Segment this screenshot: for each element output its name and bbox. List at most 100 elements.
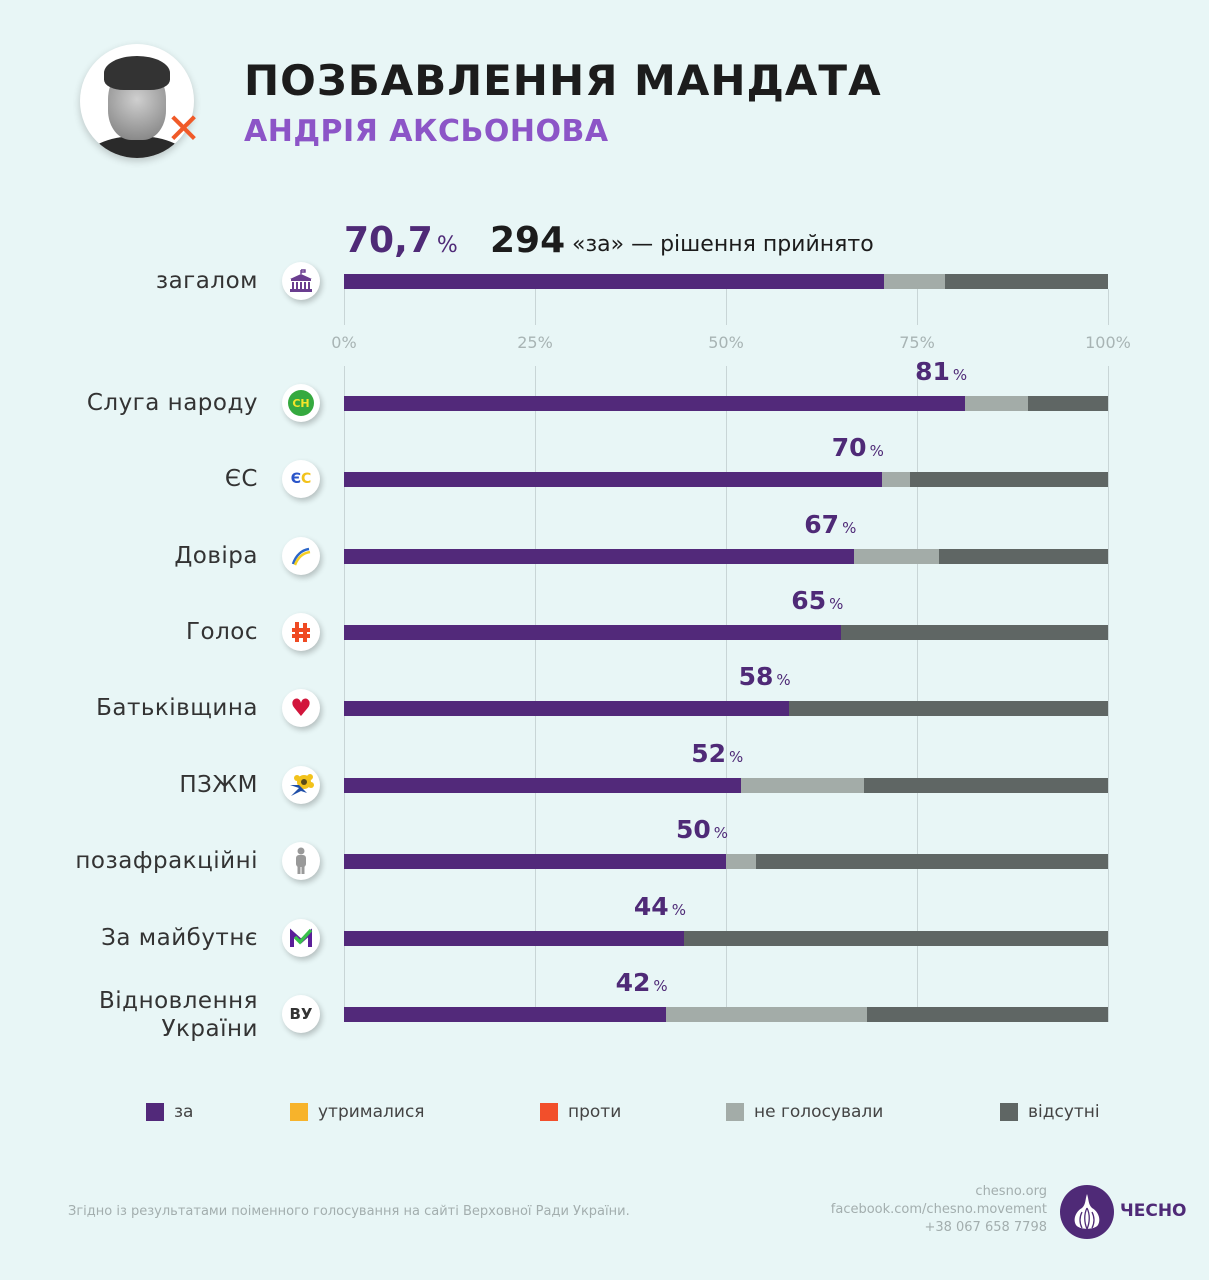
- gridline: [726, 366, 727, 1022]
- person-icon: [282, 842, 320, 880]
- bar-segment-za: [344, 274, 885, 289]
- legend-swatch: [1000, 1103, 1018, 1121]
- summary-percent: 70,7%: [344, 220, 458, 261]
- row-label-line: Відновлення: [99, 988, 258, 1014]
- summary-text: «за» — рішення прийнято: [572, 232, 874, 257]
- value-label: 44%: [634, 892, 686, 921]
- bar-segment-ne_holosuvaly: [741, 778, 865, 793]
- value-label-number: 58: [738, 662, 774, 691]
- dovira-logo-glyph: [291, 547, 311, 566]
- cross-icon: ✕: [166, 104, 202, 153]
- legend-item-proty: проти: [540, 1102, 621, 1122]
- row-label: Довіра: [174, 543, 258, 569]
- legend-item-ne_holosuvaly: не голосували: [726, 1102, 883, 1122]
- bar-segment-vidsutni: [910, 472, 1108, 487]
- legend-swatch: [726, 1103, 744, 1121]
- value-label-number: 44: [633, 892, 669, 921]
- legend-label: відсутні: [1028, 1102, 1100, 1122]
- gridline: [917, 366, 918, 1022]
- stacked-bar: [344, 931, 1108, 946]
- legend-swatch: [290, 1103, 308, 1121]
- bar-segment-vidsutni: [683, 931, 1108, 946]
- value-label-unit: %: [729, 748, 744, 766]
- bar-segment-za: [344, 625, 842, 640]
- value-label: 67%: [804, 510, 856, 539]
- sluha-narodu-logo-glyph: СН: [288, 390, 314, 416]
- value-label-unit: %: [952, 366, 968, 384]
- dovira-logo-icon: [282, 537, 320, 575]
- value-label-unit: %: [829, 595, 844, 613]
- value-label: 70%: [832, 433, 884, 462]
- value-label-number: 52: [691, 739, 726, 768]
- yes-logo-glyph: Є: [290, 471, 301, 487]
- stacked-bar: [344, 854, 1108, 869]
- za-maibutnie-logo-glyph: [290, 928, 313, 947]
- chesno-logo-icon: [1060, 1185, 1114, 1239]
- row-label: ПЗЖМ: [179, 772, 258, 798]
- chesno-brand: ЧЕСНО: [1120, 1201, 1187, 1221]
- heart-glyph: ♥: [290, 694, 312, 722]
- person-glyph: [296, 847, 306, 874]
- portrait-hair: [104, 56, 170, 90]
- legend-swatch: [146, 1103, 164, 1121]
- value-label: 42%: [616, 968, 668, 997]
- bar-segment-ne_holosuvaly: [854, 549, 940, 564]
- bar-segment-vidsutni: [755, 854, 1108, 869]
- gridline: [1108, 366, 1109, 1022]
- bar-segment-za: [344, 472, 882, 487]
- legend-item-za: за: [146, 1102, 193, 1122]
- legend-swatch: [540, 1103, 558, 1121]
- bar-segment-za: [344, 778, 742, 793]
- bar-segment-ne_holosuvaly: [881, 472, 911, 487]
- x-tick-label: 75%: [899, 333, 935, 352]
- bar-segment-ne_holosuvaly: [665, 1007, 868, 1022]
- bar-segment-ne_holosuvaly: [726, 854, 756, 869]
- stacked-bar: [344, 1007, 1108, 1022]
- summary-count: 294: [490, 220, 566, 261]
- stacked-bar: [344, 625, 1108, 640]
- x-tick-label: 50%: [708, 333, 744, 352]
- heart-icon: ♥: [282, 689, 320, 727]
- bar-segment-vidsutni: [788, 701, 1108, 716]
- bar-segment-za: [344, 396, 966, 411]
- value-label-number: 42: [615, 968, 651, 997]
- bar-segment-vidsutni: [945, 274, 1108, 289]
- x-tick-label: 25%: [517, 333, 553, 352]
- yes-logo-glyph: С: [301, 471, 312, 487]
- holos-logo-glyph: [292, 622, 310, 642]
- gridline: [726, 289, 727, 325]
- x-tick-label: 0%: [331, 333, 357, 352]
- summary-percent-value: 70,7: [344, 220, 433, 261]
- phone-number: +38 067 658 7798: [924, 1220, 1047, 1235]
- value-label-unit: %: [713, 824, 728, 842]
- gridline: [535, 366, 536, 1022]
- value-label: 58%: [739, 662, 791, 691]
- stacked-bar: [344, 396, 1108, 411]
- row-label: За майбутнє: [101, 925, 258, 951]
- bar-segment-ne_holosuvaly: [965, 396, 1028, 411]
- legend-item-utrymalysia: утрималися: [290, 1102, 425, 1122]
- garlic-icon: [1074, 1194, 1100, 1230]
- yes-logo-glyph: ЄС: [291, 471, 312, 487]
- pzzhm-logo-icon: [282, 766, 320, 804]
- value-label-unit: %: [653, 977, 668, 995]
- page-title: ПОЗБАВЛЕННЯ МАНДАТА: [244, 56, 882, 105]
- bar-segment-za: [344, 1007, 666, 1022]
- legend-item-vidsutni: відсутні: [1000, 1102, 1100, 1122]
- row-label: ЄС: [224, 466, 258, 492]
- row-label: загалом: [155, 268, 258, 294]
- bar-segment-ne_holosuvaly: [884, 274, 946, 289]
- parliament-glyph: [290, 269, 312, 292]
- sluha-narodu-logo-icon: СН: [282, 384, 320, 422]
- bar-segment-za: [344, 701, 789, 716]
- value-label-unit: %: [869, 442, 884, 460]
- portrait-photo: [80, 44, 194, 158]
- gridline: [917, 289, 918, 325]
- value-label: 81%: [915, 357, 967, 386]
- bar-segment-za: [344, 549, 855, 564]
- value-label-number: 67: [804, 510, 840, 539]
- facebook-link[interactable]: facebook.com/chesno.movement: [830, 1202, 1047, 1217]
- stacked-bar: [344, 472, 1108, 487]
- row-label: позафракційні: [75, 848, 258, 874]
- website-link[interactable]: chesno.org: [975, 1184, 1047, 1199]
